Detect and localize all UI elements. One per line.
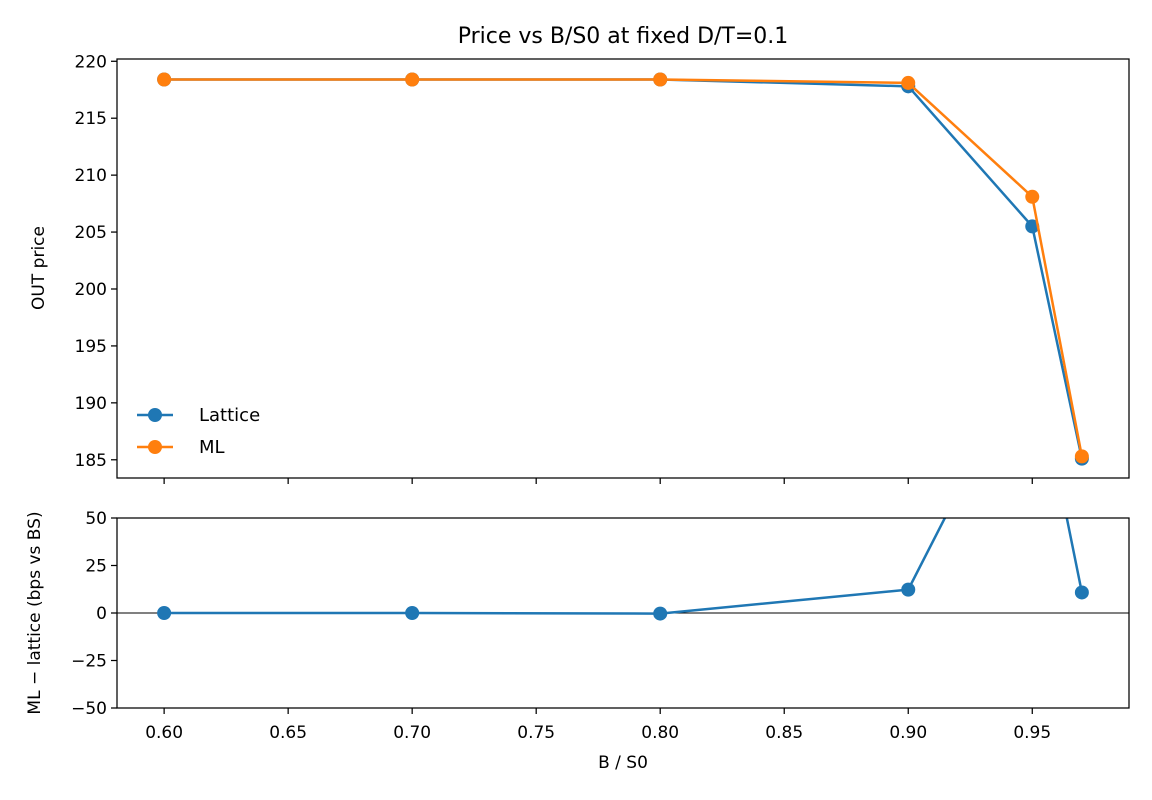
top-data-point-ml <box>157 72 172 87</box>
bottom-y-tick-label: 50 <box>85 509 107 529</box>
top-data-point-ml <box>405 72 420 87</box>
bottom-data-point-diff <box>901 582 916 597</box>
top-x-ticks <box>163 478 1033 484</box>
bottom-plot-frame <box>116 517 1130 709</box>
bottom-y-axis-label: ML − lattice (bps vs BS) <box>25 511 45 714</box>
top-series-line-ml <box>164 78 1084 457</box>
bottom-series-group <box>157 340 1089 621</box>
bottom-series-line-diff <box>164 518 1084 615</box>
top-y-tick-label: 210 <box>75 166 107 186</box>
top-y-tick-label: 205 <box>75 223 107 243</box>
legend-label-lattice: Lattice <box>199 405 260 426</box>
x-tick-label: 0.85 <box>765 723 803 743</box>
bottom-y-tick-label: 0 <box>96 604 107 624</box>
legend-marker-ml <box>148 440 162 454</box>
x-tick-label: 0.95 <box>1013 723 1051 743</box>
x-axis-label: B / S0 <box>598 753 648 773</box>
legend-marker-lattice <box>148 408 162 422</box>
bottom-data-point-diff <box>1025 340 1039 354</box>
top-data-point-ml <box>901 75 916 90</box>
bottom-y-tick-label: −50 <box>71 699 107 719</box>
top-plot-frame <box>116 58 1130 479</box>
x-tick-label: 0.60 <box>145 723 183 743</box>
top-y-tick-label: 195 <box>75 337 107 357</box>
top-y-tick-label: 215 <box>75 109 107 129</box>
bottom-data-point-diff <box>405 606 420 620</box>
top-y-tick-label: 185 <box>75 451 107 471</box>
top-series-group <box>157 72 1089 466</box>
legend: Lattice ML <box>137 405 260 458</box>
chart-title: Price vs B/S0 at fixed D/T=0.1 <box>458 24 789 49</box>
top-series-line-lattice <box>164 78 1084 459</box>
bottom-x-ticks: 0.60 0.65 0.70 0.75 0.80 0.85 0.90 0.95 <box>145 708 1051 743</box>
bottom-y-tick-label: −25 <box>71 652 107 672</box>
top-y-tick-label: 220 <box>75 52 107 72</box>
legend-label-ml: ML <box>199 437 225 458</box>
x-tick-label: 0.80 <box>641 723 679 743</box>
top-data-point-lattice <box>1025 219 1040 234</box>
bottom-data-point-diff <box>653 606 668 621</box>
top-y-axis-label: OUT price <box>29 226 49 310</box>
top-y-tick-label: 190 <box>75 394 107 414</box>
bottom-data-point-diff <box>1074 585 1089 600</box>
x-tick-label: 0.75 <box>517 723 555 743</box>
bottom-y-tick-label: 25 <box>85 557 107 577</box>
top-y-tick-label: 200 <box>75 280 107 300</box>
x-tick-label: 0.70 <box>393 723 431 743</box>
x-tick-label: 0.90 <box>889 723 927 743</box>
x-tick-label: 0.65 <box>269 723 307 743</box>
bottom-y-ticks: −50 −25 0 25 50 <box>71 509 117 719</box>
top-data-point-ml <box>1074 449 1089 464</box>
top-data-point-ml <box>1025 189 1040 204</box>
top-y-ticks: 185 190 195 200 205 210 215 220 <box>75 52 117 471</box>
top-data-point-ml <box>653 72 668 87</box>
bottom-data-point-diff <box>157 606 172 620</box>
